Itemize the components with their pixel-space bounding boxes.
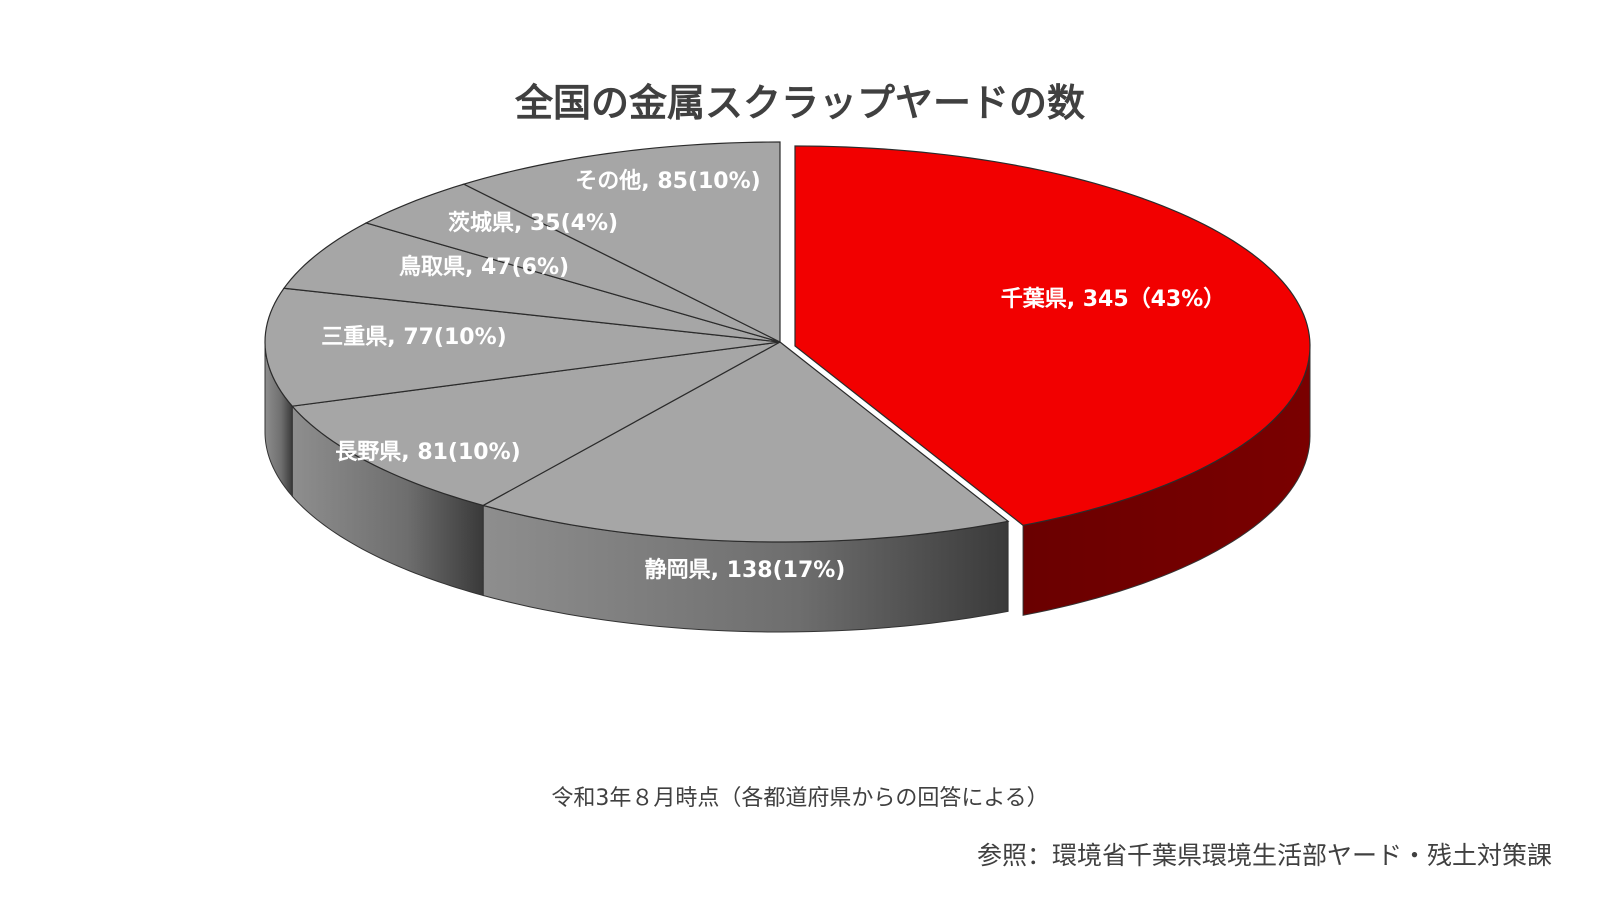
pie-slice-1 [481,341,1010,543]
slice-label-2: 長野県, 81(10%) [335,440,520,465]
pie-slice-3 [264,287,781,407]
slice-label-5: 茨城県, 35(4%) [448,210,618,236]
slice-label-1: 静岡県, 138(17%) [645,557,846,583]
pie-slice-5 [364,183,781,343]
slice-label-0: 千葉県, 345（43%） [1001,287,1226,312]
pie-labels: 千葉県, 345（43%） 静岡県, 138(17%) 長野県, 81(10%) 三重… [321,169,1225,583]
pie-slice-2 [291,341,781,507]
slice-label-3: 三重県, 77(10%) [321,325,506,350]
pie-slice-4 [282,222,781,343]
slice-label-4: 鳥取県, 47(6%) [399,254,569,280]
pie-slice-6 [462,141,781,343]
chart-title: 全国の金属スクラップヤードの数 [514,81,1085,125]
source-credit: 参照：環境省千葉県環境生活部ヤード・残土対策課 [976,841,1552,870]
pie-sides [264,341,1311,633]
pie-tops [264,141,1311,543]
pie-slice-0 [794,145,1311,526]
chart-note: 令和3年８月時点（各都道府県からの回答による） [551,786,1049,811]
slice-label-6: その他, 85(10%) [575,169,760,194]
